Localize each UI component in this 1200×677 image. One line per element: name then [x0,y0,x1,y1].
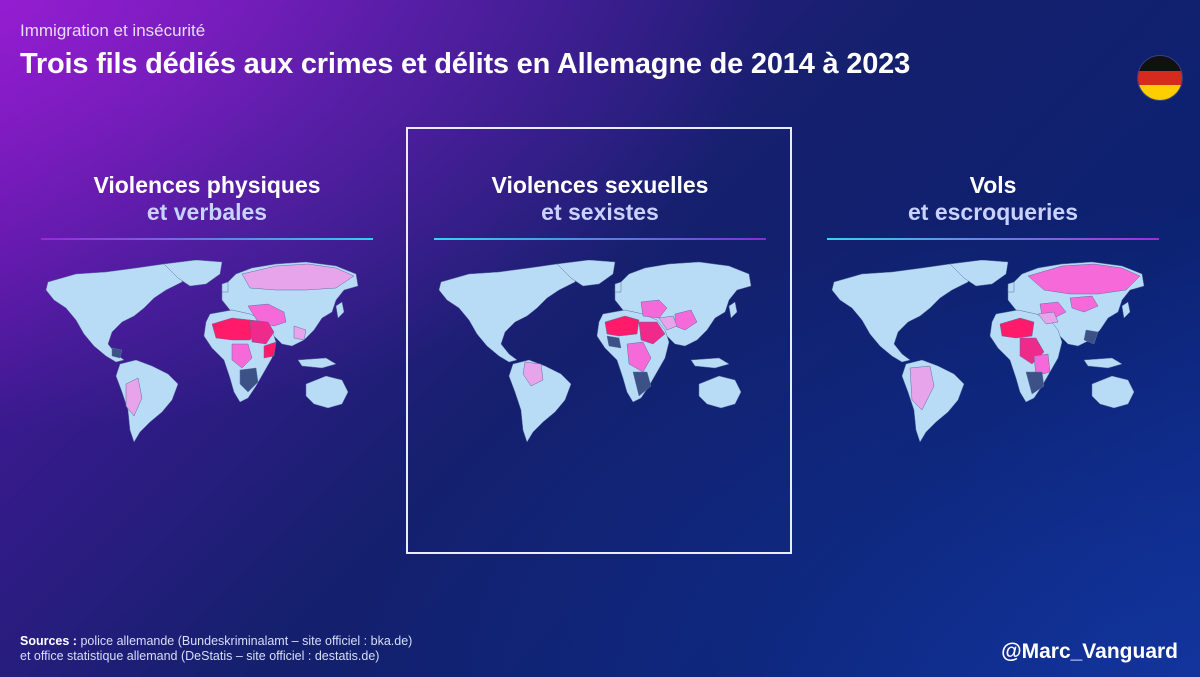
world-map [45,260,359,443]
japan-landmass [1121,301,1131,319]
map-region-dark [111,347,123,359]
map-region-pink [640,299,668,319]
selected-panel-frame [406,127,792,554]
kicker: Immigration et insécurité [20,21,206,40]
map-region-light_pink [293,325,307,341]
uk-landmass [614,281,622,293]
oceania-landmass [305,375,349,409]
panel-heading-line1: Violences physiques [93,172,321,198]
map-region-red [604,315,640,337]
greenland-landmass [163,260,223,287]
japan-landmass [728,301,738,319]
map-region-light_pink [522,361,544,387]
page-title: Trois fils dédiés aux crimes et délits e… [20,48,910,80]
panel-heading: Violences physiques et verbales [41,172,373,226]
map-region-dark [1025,371,1045,395]
japan-landmass [335,301,345,319]
indonesia-landmass [1083,357,1123,369]
map-region-light_pink [658,315,678,331]
indonesia-landmass [690,357,730,369]
heading-divider [434,238,766,240]
uk-landmass [1007,281,1015,293]
south-america-landmass [508,359,572,443]
oceania-landmass [1091,375,1135,409]
heading-divider [41,238,373,240]
map-region-dark [632,371,652,397]
panel-heading: Vols et escroqueries [827,172,1159,226]
map-region-magenta [249,319,275,345]
map-region-dark [1083,329,1099,345]
map-region-light_pink [125,377,143,417]
north-america-landmass [45,263,187,363]
panel-heading-line1: Vols [969,172,1017,198]
germany-flag-icon [1137,55,1183,101]
map-region-red [999,317,1035,339]
sources-line2: et office statistique allemand (DeStatis… [20,649,380,663]
world-map [831,260,1145,443]
map-region-dark [606,335,622,349]
world-map [438,260,752,443]
map-region-dark [239,367,259,393]
oceania-landmass [698,375,742,409]
map-region-light_pink [909,365,935,411]
north-america-landmass [831,263,973,363]
panel-heading-line2: et escroqueries [907,199,1079,225]
author-handle[interactable]: @Marc_Vanguard [1001,640,1178,663]
map-region-pink [1069,295,1099,313]
panel-heading-line1: Violences sexuelles [491,172,709,198]
panel-theft-fraud[interactable]: Vols et escroqueries [827,172,1159,445]
indonesia-landmass [297,357,337,369]
north-america-landmass [438,263,580,363]
map-region-pink [1027,263,1141,295]
map-region-pink [626,341,652,373]
panel-sexual-violence[interactable]: Violences sexuelles et sexistes [434,172,766,445]
panel-heading: Violences sexuelles et sexistes [434,172,766,226]
sources-label: Sources : [20,634,77,648]
sources-note: Sources : police allemande (Bundeskrimin… [20,634,412,664]
map-region-red [263,341,277,359]
sources-line1: police allemande (Bundeskriminalamt – si… [76,634,413,648]
map-region-light_pink [241,263,355,291]
heading-divider [827,238,1159,240]
greenland-landmass [556,260,616,287]
panel-heading-line2: et verbales [146,199,268,225]
map-region-pink [1033,353,1051,377]
uk-landmass [221,281,229,293]
panel-physical-violence[interactable]: Violences physiques et verbales [41,172,373,445]
map-region-pink [231,343,253,369]
panel-heading-line2: et sexistes [541,199,659,225]
south-america-landmass [115,359,179,443]
map-region-light_pink [1037,311,1059,325]
map-region-magenta [638,321,666,345]
greenland-landmass [949,260,1009,287]
